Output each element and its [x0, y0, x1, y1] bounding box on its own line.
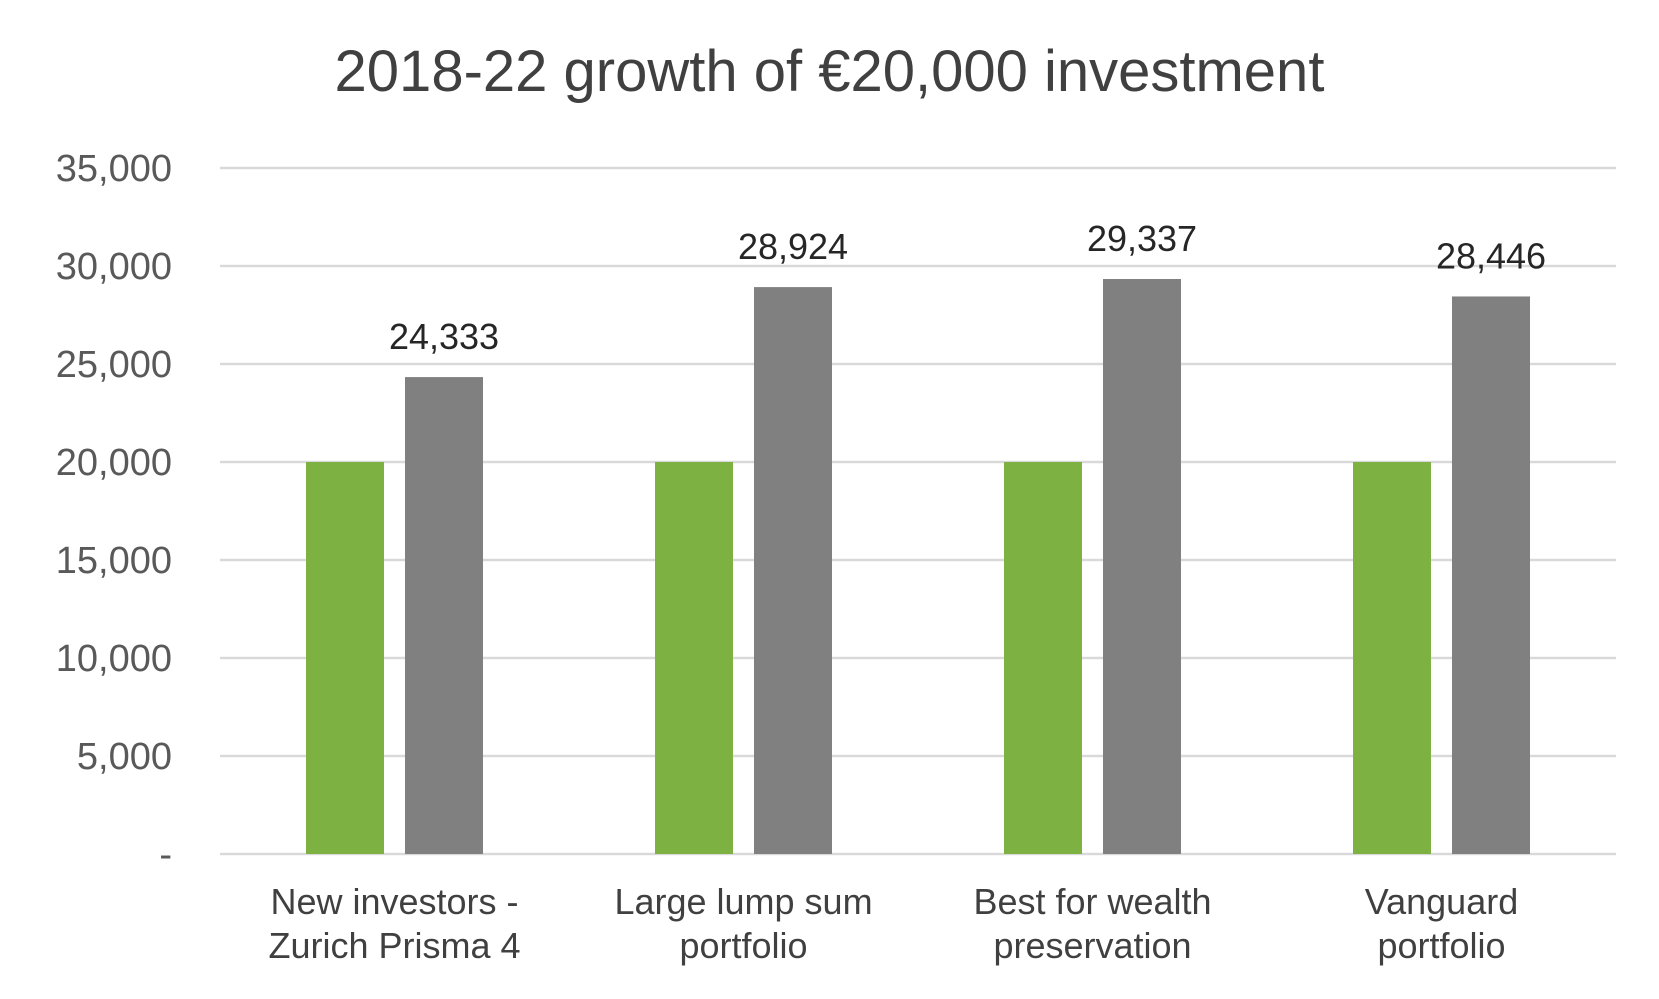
bar-series1-cat2 — [655, 462, 733, 854]
y-tick-label-5: 25,000 — [56, 344, 172, 386]
bar-series2-cat2 — [754, 287, 832, 854]
bar-series2-cat1 — [405, 377, 483, 854]
x-category-label-3-line1: Best for wealth — [973, 881, 1211, 922]
x-category-label-4-line2: portfolio — [1377, 925, 1505, 966]
data-label-series2-cat3: 29,337 — [1087, 218, 1197, 259]
x-category-label-2-line2: portfolio — [679, 925, 807, 966]
y-tick-label-7: 35,000 — [56, 148, 172, 190]
bar-series2-cat4 — [1452, 296, 1530, 855]
data-label-series2-cat4: 28,446 — [1436, 235, 1546, 276]
bar-series1-cat1 — [306, 462, 384, 854]
bar-series1-cat4 — [1353, 462, 1431, 854]
bar-series1-cat3 — [1004, 462, 1082, 854]
chart-title: 2018-22 growth of €20,000 investment — [334, 39, 1325, 104]
y-tick-label-0: - — [159, 834, 172, 876]
x-category-label-4-line1: Vanguard — [1365, 881, 1518, 922]
data-label-series2-cat2: 28,924 — [738, 226, 848, 267]
bar-series2-cat3 — [1103, 278, 1181, 854]
y-tick-label-3: 15,000 — [56, 540, 172, 582]
y-tick-label-2: 10,000 — [56, 638, 172, 680]
y-tick-label-1: 5,000 — [77, 736, 172, 778]
x-category-label-1-line2: Zurich Prisma 4 — [268, 925, 520, 966]
x-category-label-2-line1: Large lump sum — [614, 881, 872, 922]
x-category-label-3-line2: preservation — [993, 925, 1191, 966]
data-label-series2-cat1: 24,333 — [389, 316, 499, 357]
y-tick-label-4: 20,000 — [56, 442, 172, 484]
x-category-label-1-line1: New investors - — [270, 881, 518, 922]
y-tick-label-6: 30,000 — [56, 246, 172, 288]
